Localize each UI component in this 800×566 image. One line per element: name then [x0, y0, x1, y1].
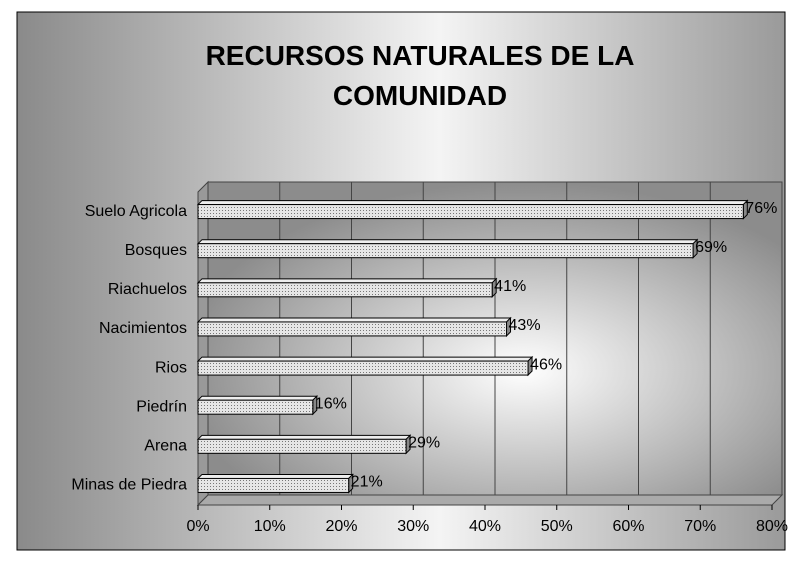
- x-tick-label: 10%: [254, 518, 286, 535]
- y-tick-label: Suelo Agricola: [85, 203, 187, 220]
- y-tick-label: Nacimientos: [99, 320, 187, 337]
- floor: [196, 494, 784, 506]
- chart-title: RECURSOS NATURALES DE LA COMUNIDAD: [205, 40, 635, 111]
- bar-top: [196, 434, 412, 440]
- data-label: 21%: [351, 474, 383, 491]
- data-label: 29%: [408, 435, 440, 452]
- bar-top: [196, 395, 319, 401]
- x-tick-label: 70%: [684, 518, 716, 535]
- bar: [197, 282, 493, 298]
- bar-top: [196, 473, 354, 479]
- x-tick-label: 40%: [469, 518, 501, 535]
- bar: [197, 321, 508, 337]
- x-tick-label: 80%: [756, 518, 788, 535]
- bar-top: [196, 278, 498, 284]
- plot: 0% 10% 20% 30% 40% 50% 60% 70% 80% Suelo Agricola…: [71, 180, 788, 535]
- x-tick-label: 0%: [186, 518, 209, 535]
- y-tick-label: Rios: [155, 359, 187, 376]
- y-tick-label: Piedrín: [136, 398, 187, 415]
- bar: [197, 399, 314, 415]
- bar: [197, 438, 407, 454]
- bar: [197, 204, 744, 220]
- bar: [197, 243, 694, 259]
- y-tick-label: Riachuelos: [108, 281, 187, 298]
- side-wall: [197, 180, 209, 507]
- data-label: 69%: [695, 239, 727, 256]
- bar: [197, 360, 529, 376]
- x-tick-label: 60%: [612, 518, 644, 535]
- bar: [197, 477, 350, 493]
- bar-top: [196, 200, 749, 206]
- x-tick-label: 50%: [541, 518, 573, 535]
- data-label: 46%: [530, 356, 562, 373]
- bar-top: [196, 356, 534, 362]
- y-tick-label: Minas de Piedra: [71, 477, 187, 494]
- bar-top: [196, 239, 699, 245]
- x-tick-label: 30%: [397, 518, 429, 535]
- x-tick-label: 20%: [325, 518, 357, 535]
- data-label: 43%: [509, 317, 541, 334]
- bar-top: [196, 317, 512, 323]
- data-label: 76%: [745, 200, 777, 217]
- y-tick-label: Bosques: [125, 242, 187, 259]
- y-tick-label: Arena: [144, 438, 187, 455]
- data-label: 41%: [494, 278, 526, 295]
- data-label: 16%: [315, 395, 347, 412]
